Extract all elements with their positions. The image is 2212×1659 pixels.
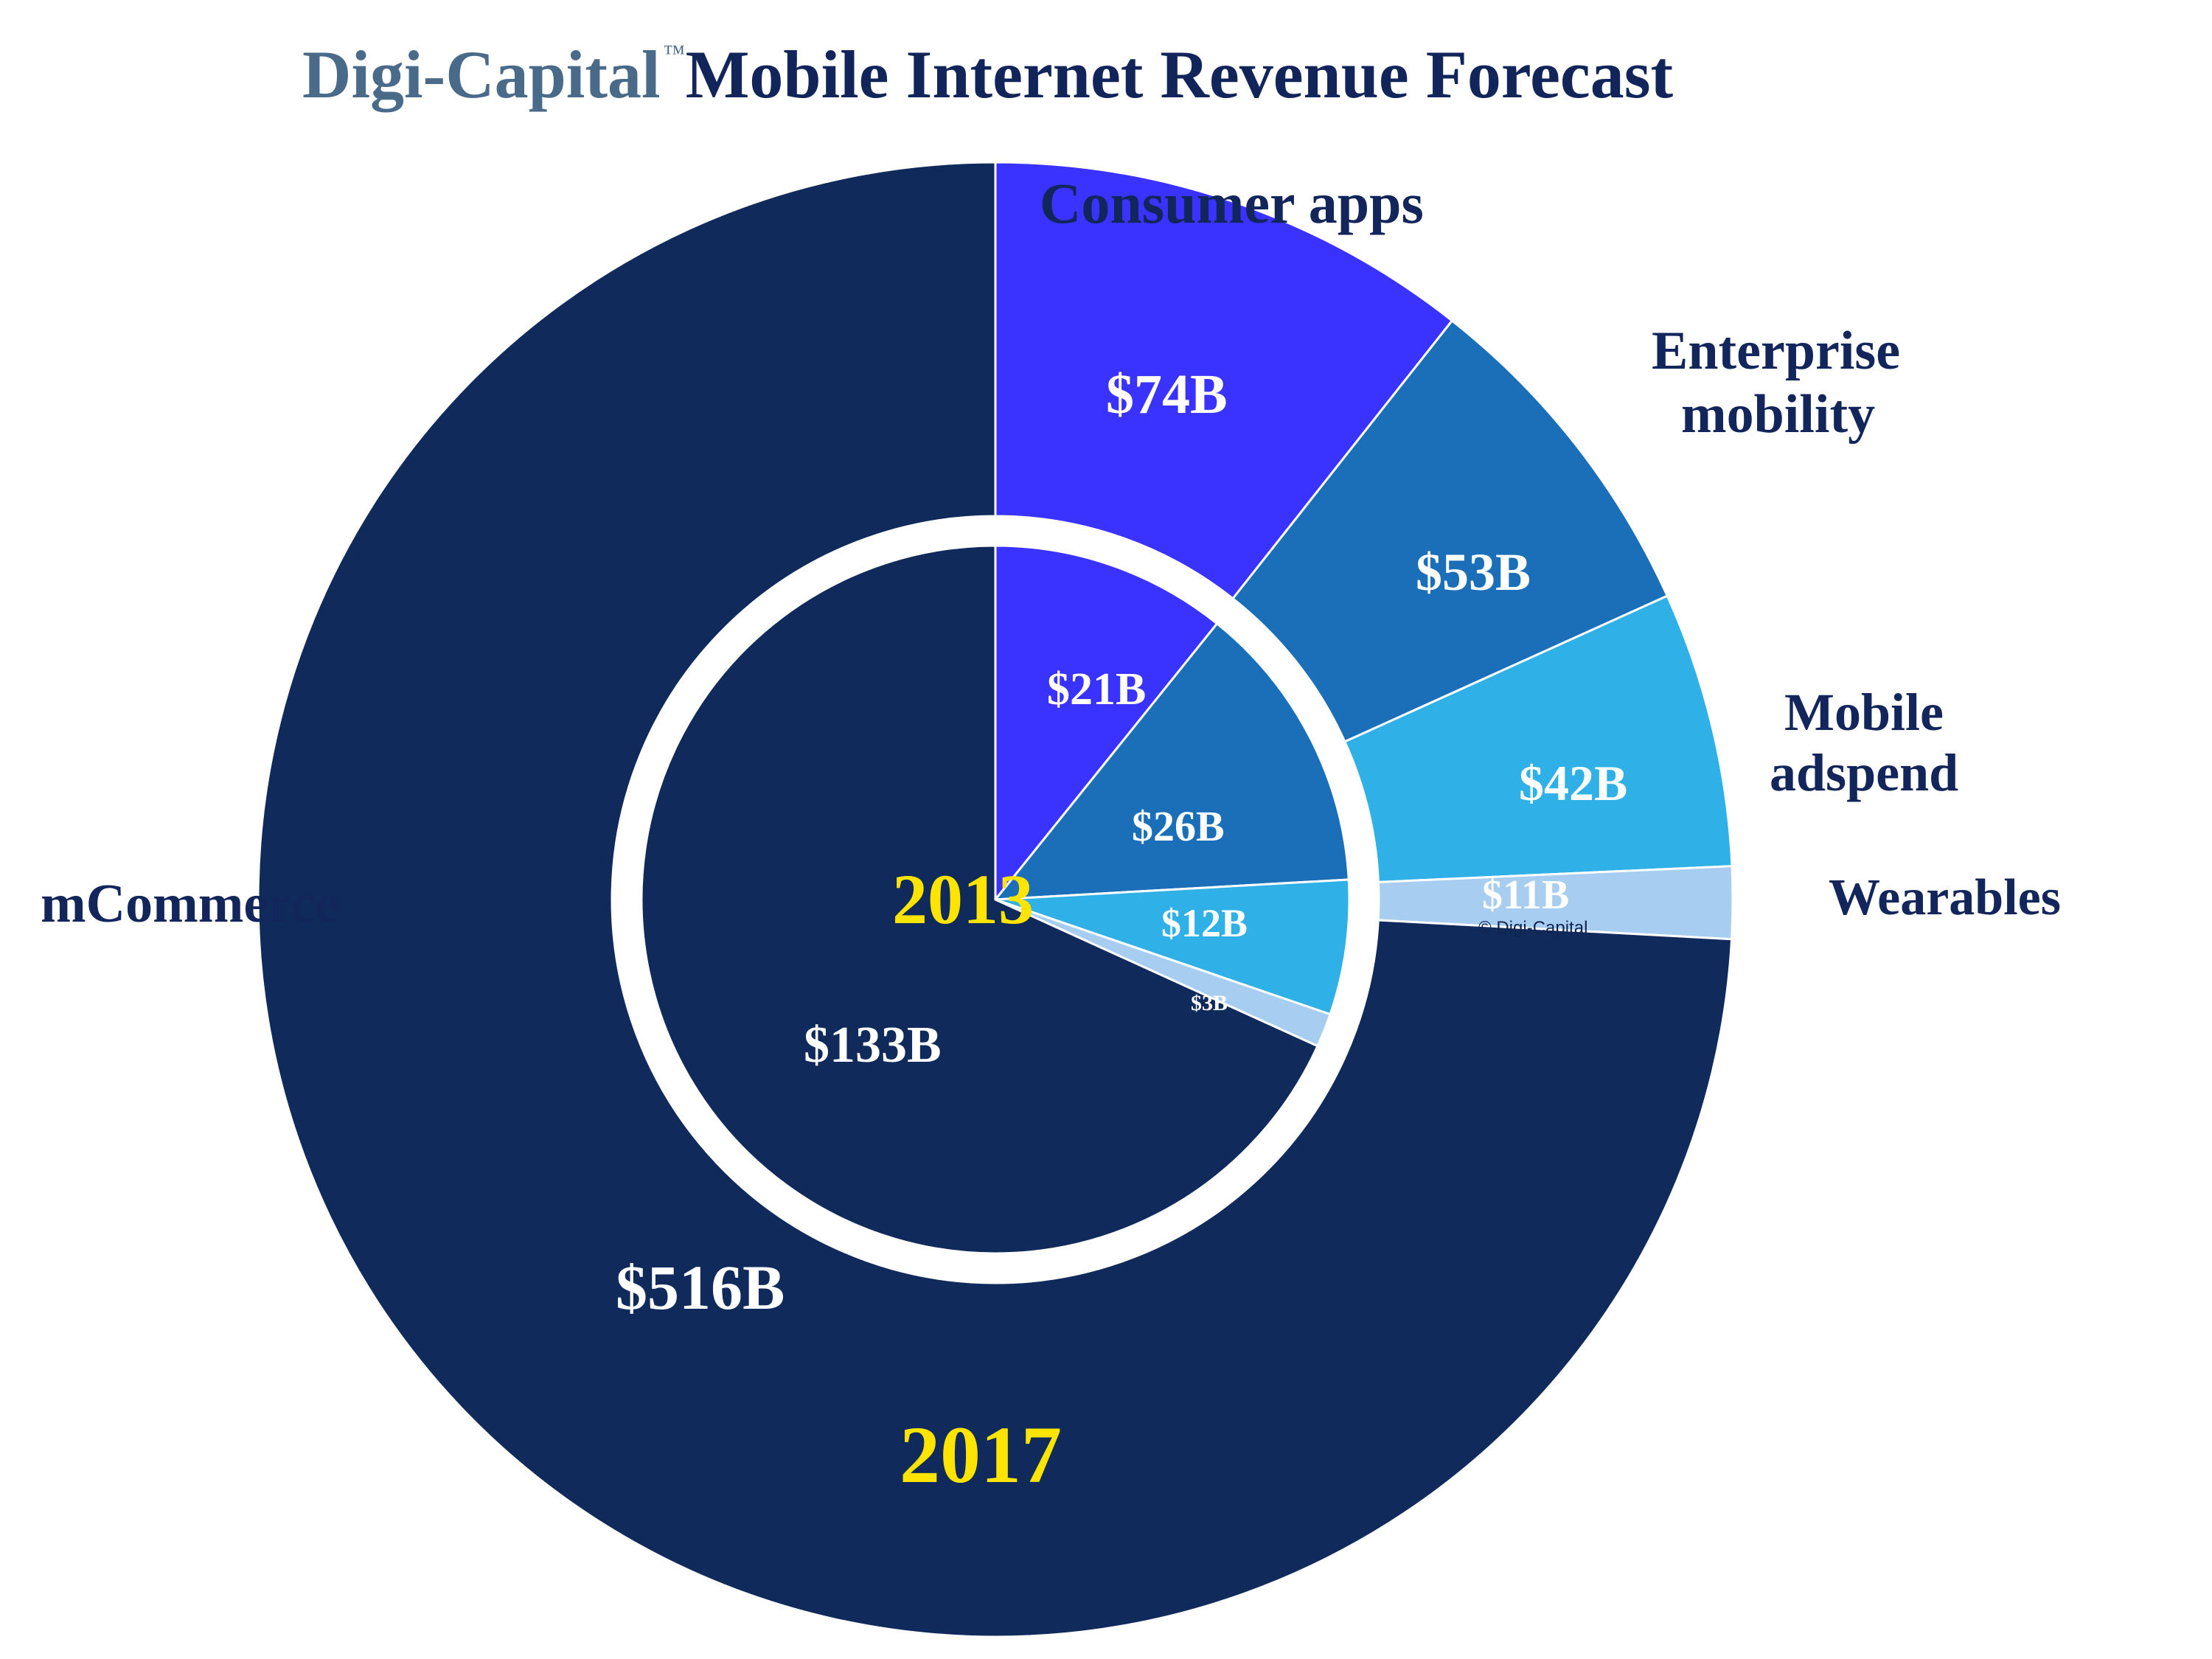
outer-value-wearables: $11B — [1482, 872, 1569, 918]
chart-title: Digi-Capital™Mobile Internet Revenue For… — [302, 37, 1674, 112]
outer-value-enterprise_mobility: $53B — [1416, 543, 1531, 602]
copyright-text: © Digi-Capital — [1478, 918, 1587, 938]
inner-value-mcommerce: $133B — [804, 1017, 942, 1074]
title-rest-text: Mobile Internet Revenue Forecast — [686, 37, 1674, 112]
inner-value-wearables: $3B — [1191, 991, 1228, 1015]
category-label-mcommerce: mCommerce — [41, 874, 339, 934]
title-tm: ™ — [664, 41, 685, 65]
category-label-mobile_adspend-line1: Mobile — [1784, 683, 1944, 742]
title-brand-text: Digi-Capital — [302, 37, 661, 112]
revenue-forecast-chart: Digi-Capital™Mobile Internet Revenue For… — [0, 0, 2212, 1659]
category-label-consumer_apps: Consumer apps — [1040, 171, 1424, 235]
inner-value-enterprise_mobility: $26B — [1132, 802, 1225, 850]
category-label-mobile_adspend-line2: adspend — [1770, 743, 1958, 802]
outer-value-mobile_adspend: $42B — [1519, 755, 1627, 811]
year-outer-label: 2017 — [900, 1410, 1062, 1500]
inner-value-consumer_apps: $21B — [1047, 664, 1146, 714]
category-label-enterprise_mobility-line2: mobility — [1681, 384, 1875, 445]
category-label-enterprise_mobility-line1: Enterprise — [1652, 321, 1900, 381]
inner-value-mobile_adspend: $12B — [1161, 901, 1248, 945]
category-label-wearables: Wearables — [1829, 869, 2061, 926]
outer-value-mcommerce: $516B — [616, 1252, 785, 1323]
year-inner-label: 2013 — [892, 860, 1034, 939]
outer-value-consumer_apps: $74B — [1106, 364, 1228, 425]
